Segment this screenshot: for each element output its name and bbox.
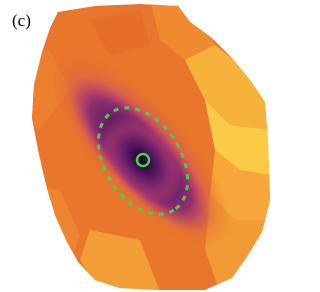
binned-map (0, 0, 272, 292)
panel-label: (c) (12, 11, 31, 30)
page: {"panel_label": "(c)"} (c) (0, 0, 272, 292)
figure-panel: (c) (0, 0, 272, 292)
